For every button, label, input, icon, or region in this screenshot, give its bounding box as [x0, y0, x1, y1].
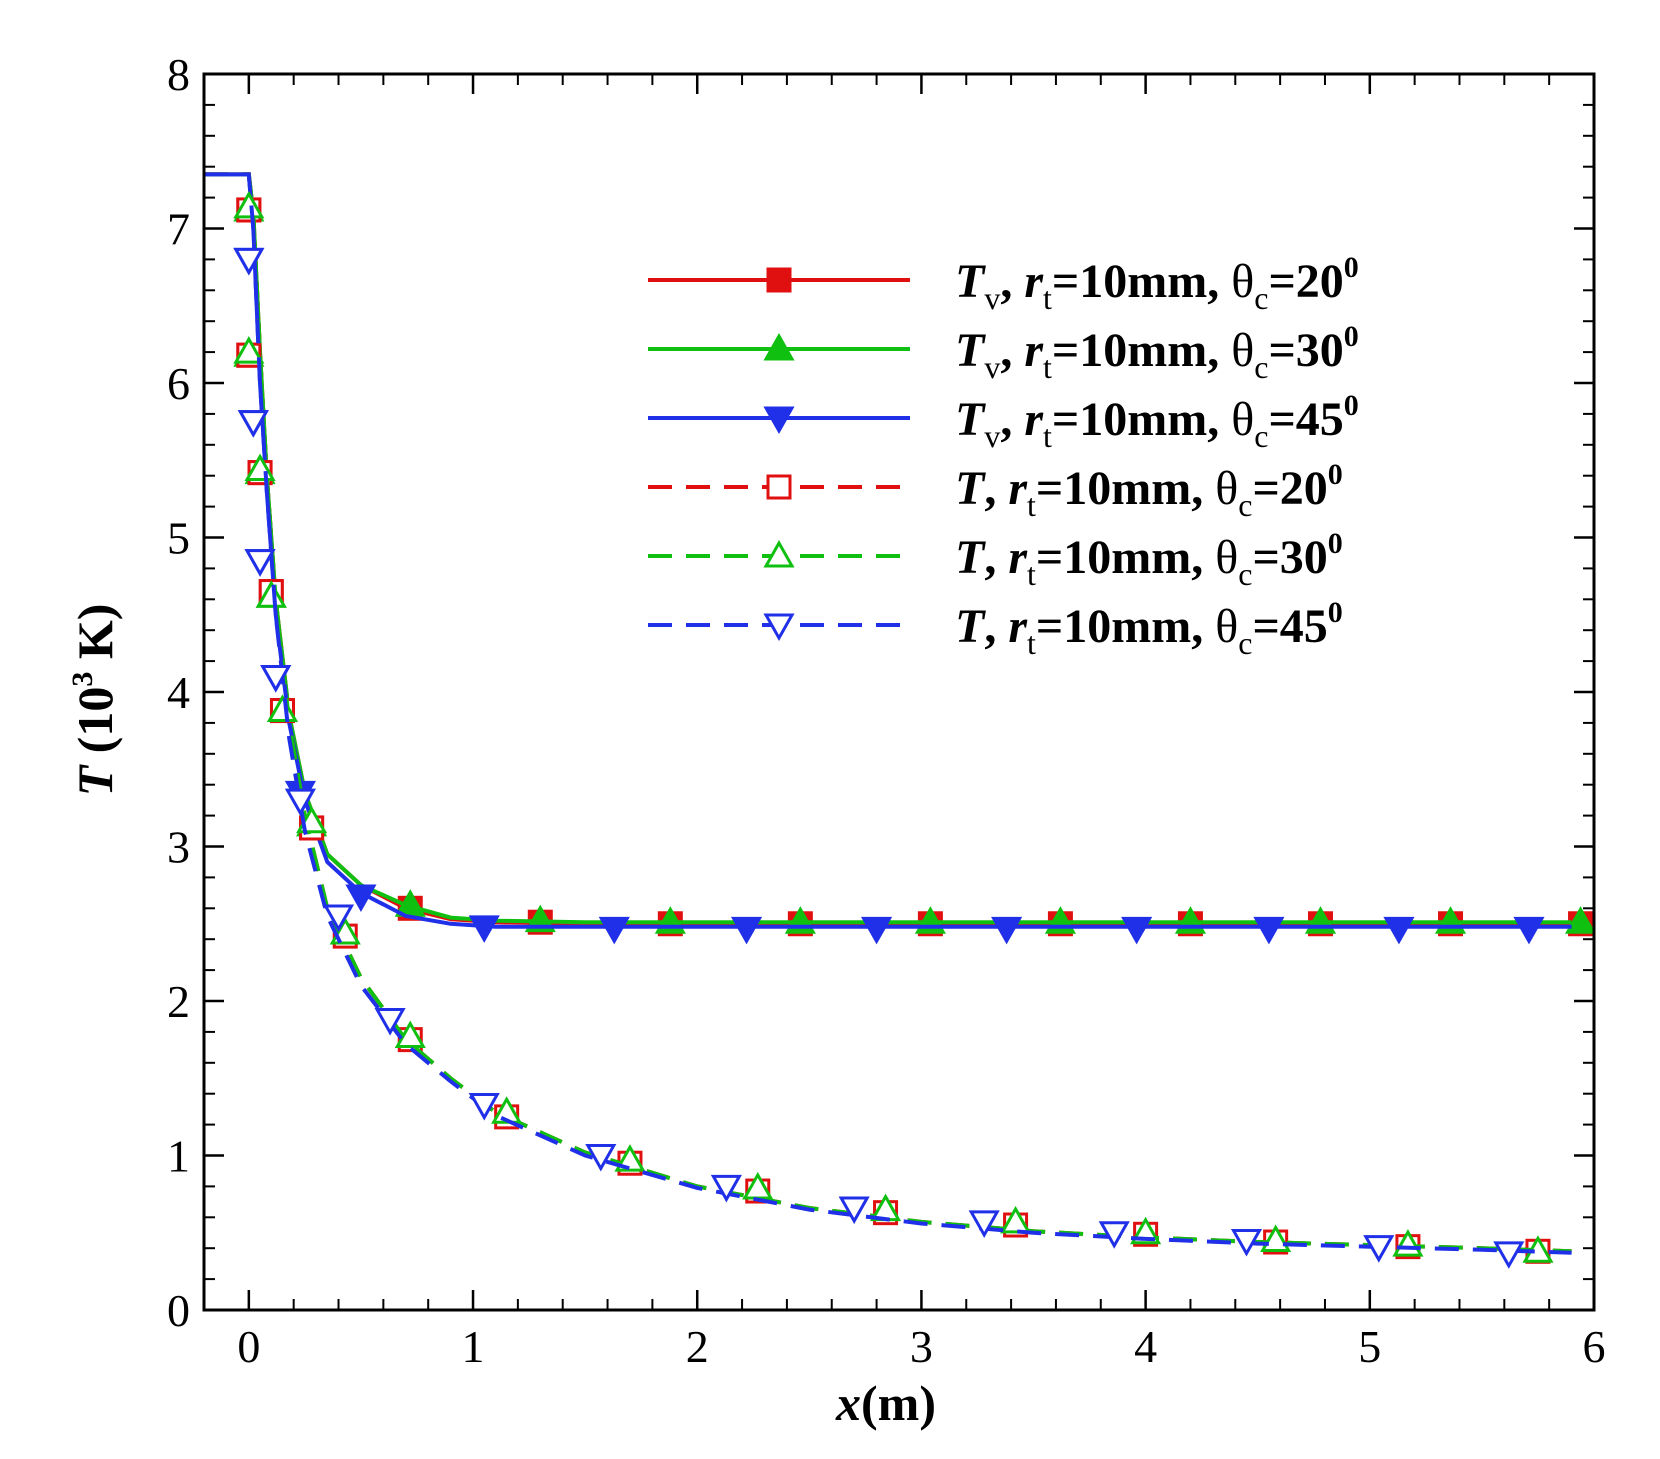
x-tick-label: 2 — [686, 1321, 709, 1372]
data-point-marker — [838, 1196, 870, 1225]
x-tick-label: 5 — [1358, 1321, 1381, 1372]
x-axis-title-unit: (m) — [861, 1375, 936, 1431]
data-point-marker — [468, 1093, 500, 1121]
series-line — [204, 172, 1572, 1254]
legend-entry: T, rt=10mm, θc=300 — [648, 527, 1343, 592]
data-point-marker — [1564, 906, 1594, 934]
y-axis-title-var: T — [67, 763, 123, 796]
data-point-marker — [1383, 916, 1415, 945]
data-point-marker — [968, 1210, 1000, 1238]
y-tick-label: 8 — [167, 49, 190, 100]
data-point-marker — [1230, 1228, 1263, 1257]
data-point-marker — [730, 916, 763, 945]
data-point-marker — [598, 916, 630, 945]
legend-marker — [766, 474, 792, 500]
legend-label: Tv, rt=10mm, θc=450 — [955, 389, 1359, 454]
data-point-marker — [1513, 916, 1545, 945]
series-5 — [204, 172, 1572, 1263]
legend-marker — [763, 406, 795, 435]
y-tick-label: 1 — [167, 1131, 190, 1182]
legend-label: T, rt=10mm, θc=450 — [955, 596, 1343, 661]
data-point-marker — [991, 916, 1023, 945]
data-point-marker — [255, 580, 287, 608]
legend-label: T, rt=10mm, θc=200 — [955, 458, 1343, 523]
ticks-layer — [204, 72, 1596, 1312]
x-tick-label: 6 — [1583, 1321, 1606, 1372]
data-point-marker — [1098, 1221, 1130, 1249]
y-axis-title-exp: 3 — [66, 672, 99, 687]
data-point-marker — [260, 665, 292, 693]
data-point-marker — [710, 1174, 742, 1203]
x-tick-label: 0 — [237, 1321, 260, 1372]
tick-labels-layer: 0 1 2 3 4 5 6 0 1 2 3 4 5 6 7 8 — [167, 49, 1606, 1372]
data-point-marker — [233, 190, 265, 219]
y-tick-label: 6 — [167, 358, 190, 409]
legend-marker — [766, 267, 792, 293]
series-line — [204, 172, 1572, 926]
data-point-marker — [1363, 1235, 1395, 1263]
data-point-marker — [266, 694, 299, 723]
data-point-marker — [585, 1144, 617, 1172]
data-point-marker — [233, 247, 265, 276]
data-point-marker — [284, 788, 316, 817]
series-6 — [204, 172, 1572, 1269]
series-layer — [204, 172, 1594, 1269]
data-point-marker — [322, 904, 355, 933]
y-tick-label: 5 — [167, 513, 190, 564]
x-tick-label: 3 — [910, 1321, 933, 1372]
data-point-marker — [233, 336, 265, 364]
series-line — [204, 172, 1572, 1255]
y-axis-title-unit: (10 — [67, 687, 123, 766]
data-point-marker — [237, 410, 269, 438]
y-tick-label: 7 — [167, 204, 190, 255]
x-tick-label: 1 — [462, 1321, 485, 1372]
legend-entry: T, rt=10mm, θc=450 — [648, 596, 1343, 661]
series-line — [204, 172, 1572, 1254]
legend-marker — [763, 332, 795, 361]
legend-entry: Tv, rt=10mm, θc=300 — [648, 320, 1359, 385]
series-line — [204, 172, 1572, 929]
data-point-marker — [1493, 1241, 1525, 1269]
data-point-marker — [861, 916, 893, 945]
data-point-marker — [244, 549, 276, 577]
data-point-marker — [394, 1020, 426, 1049]
y-axis-title: T (103 K) — [66, 604, 123, 797]
x-axis-title-var: x — [835, 1375, 861, 1431]
x-axis-title: x(m) — [835, 1375, 936, 1431]
data-point-marker — [1253, 916, 1285, 945]
y-tick-label: 0 — [167, 1285, 190, 1336]
data-point-marker — [1000, 1205, 1032, 1234]
series-2 — [204, 172, 1594, 934]
series-4 — [204, 172, 1572, 1264]
legend-entry: Tv, rt=10mm, θc=200 — [648, 251, 1359, 316]
legend-entry: T, rt=10mm, θc=200 — [648, 458, 1343, 523]
legend-label: T, rt=10mm, θc=300 — [955, 527, 1343, 592]
legend-label: Tv, rt=10mm, θc=300 — [955, 320, 1359, 385]
data-point-marker — [614, 1144, 646, 1172]
plot-frame — [202, 72, 1596, 1312]
legend-entry: Tv, rt=10mm, θc=450 — [648, 389, 1359, 454]
data-point-marker — [374, 1008, 406, 1036]
data-point-marker — [468, 915, 500, 943]
y-tick-label: 4 — [167, 667, 190, 718]
data-point-marker — [1260, 1224, 1292, 1252]
y-tick-label: 3 — [167, 822, 190, 873]
y-tick-label: 2 — [167, 976, 190, 1027]
x-tick-label: 4 — [1134, 1321, 1157, 1372]
legend-marker — [763, 539, 795, 568]
legend-label: Tv, rt=10mm, θc=200 — [955, 251, 1359, 316]
data-point-marker — [1121, 916, 1153, 945]
legend-marker — [763, 613, 795, 642]
y-axis-title-unit-end: K) — [67, 604, 123, 672]
series-line — [204, 172, 1572, 925]
data-point-marker — [345, 884, 377, 912]
